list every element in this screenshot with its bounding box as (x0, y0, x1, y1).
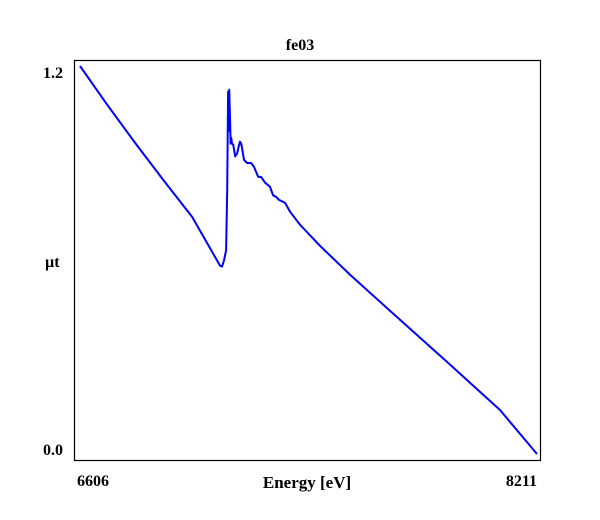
series-line-fe03 (79, 65, 538, 455)
x-axis-label: Energy [eV] (263, 473, 351, 492)
chart-title: fe03 (286, 37, 314, 54)
x-tick-label-min: 6606 (77, 473, 109, 490)
plot-frame (73, 59, 542, 462)
y-tick-label-max: 1.2 (43, 65, 63, 82)
x-tick-label-max: 8211 (506, 473, 537, 490)
y-tick-label-min: 0.0 (43, 442, 63, 459)
y-axis-label: µt (45, 254, 60, 271)
